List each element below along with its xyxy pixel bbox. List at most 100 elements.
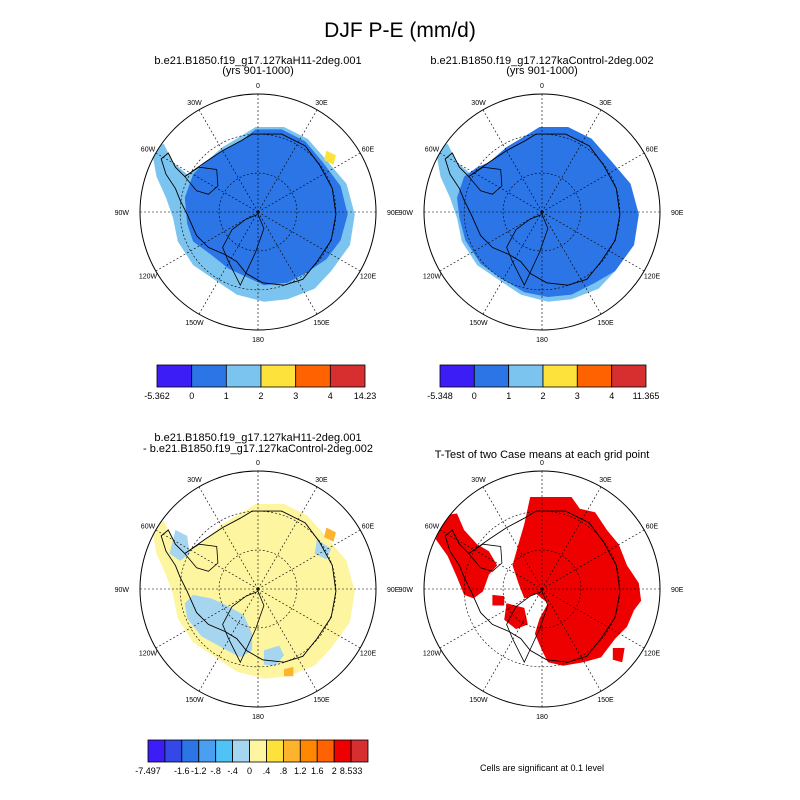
colorbar-label: 4 <box>328 391 333 401</box>
colorbar-box <box>232 739 250 763</box>
colorbar-box <box>225 364 262 388</box>
lon-label: 90W <box>115 587 130 594</box>
colorbar-box <box>295 364 331 388</box>
colorbar-label: -7.497 <box>135 766 161 776</box>
colorbar-label: 1.6 <box>311 766 324 776</box>
colorbar-label: 0 <box>247 766 252 776</box>
lon-label: 150E <box>313 320 330 327</box>
colorbar-box <box>299 739 318 763</box>
colorbar-panel-1: -5.362 0 1 2 3 4 14.23 <box>144 364 377 401</box>
panel-3-title: b.e21.B1850.f19_g17.127kaH11-2deg.001 <box>154 432 361 444</box>
field-region-2 <box>184 594 253 658</box>
lon-label: 120W <box>423 274 442 281</box>
map-panel-1: 0 30E 60E 90E 120E 150E 180 150W 120W 90W 60W 30W <box>115 83 400 344</box>
field-region-7 <box>284 666 294 677</box>
colorbar-box <box>181 739 200 763</box>
lon-label: 120E <box>360 651 377 658</box>
lon-label: 60W <box>425 524 440 531</box>
colorbar-box <box>260 364 297 388</box>
lon-label: 180 <box>536 337 548 344</box>
field-region-4 <box>492 594 505 606</box>
field-region-3 <box>504 603 528 630</box>
lon-label: 30E <box>599 477 612 484</box>
colorbar-box <box>156 364 193 388</box>
colorbar-label: -1.2 <box>191 766 207 776</box>
panel-4: T-Test of two Case means at each grid po… <box>399 449 684 773</box>
panel-2-title: b.e21.B1850.f19_g17.127kaControl-2deg.00… <box>430 55 653 67</box>
lon-label: 60E <box>646 524 659 531</box>
lon-label: 60E <box>362 147 375 154</box>
lon-label: 120W <box>139 651 158 658</box>
colorbar-label: .8 <box>280 766 288 776</box>
map-border <box>139 93 377 331</box>
panel-2-subtitle: (yrs 901-1000) <box>506 65 578 77</box>
lon-label: 90E <box>387 587 400 594</box>
lon-label: 180 <box>252 714 264 721</box>
lon-label: 150W <box>185 320 204 327</box>
colorbar-label: 14.23 <box>354 391 377 401</box>
lon-label: 120E <box>360 274 377 281</box>
lon-label: 150E <box>313 697 330 704</box>
colorbar-label: 0 <box>472 391 477 401</box>
colorbar-label: -.4 <box>227 766 238 776</box>
graticule <box>424 471 660 707</box>
colorbar-label: 3 <box>575 391 580 401</box>
lon-label: 90E <box>671 210 684 217</box>
colorbar-label: -.8 <box>210 766 221 776</box>
lon-label: 150W <box>185 697 204 704</box>
colorbar-box <box>198 739 217 763</box>
lon-label: 180 <box>536 714 548 721</box>
lon-label: 60W <box>141 147 156 154</box>
lon-label: 30W <box>187 477 202 484</box>
map-panel-2: 0 30E 60E 90E 120E 150E 180 150W 120W 90W 60W 30W <box>399 83 684 344</box>
colorbar-box <box>439 364 475 388</box>
colorbar-box <box>611 364 647 388</box>
map-border <box>423 470 661 708</box>
colorbar-box <box>249 739 267 763</box>
lon-label: 0 <box>540 460 544 467</box>
graticule <box>424 94 660 330</box>
lon-label: 30E <box>315 477 328 484</box>
lon-label: 90E <box>387 210 400 217</box>
lon-label: 30W <box>187 100 202 107</box>
map-border <box>139 470 377 708</box>
graticule <box>140 94 376 330</box>
lon-label: 90W <box>399 210 414 217</box>
field-region-1 <box>151 504 355 679</box>
lon-label: 30W <box>471 100 486 107</box>
lon-label: 150E <box>597 697 614 704</box>
panel-3: b.e21.B1850.f19_g17.127kaH11-2deg.001 - … <box>115 432 400 776</box>
lon-label: 60E <box>646 147 659 154</box>
colorbar-label: 2 <box>258 391 263 401</box>
lon-label: 30E <box>599 100 612 107</box>
lon-label: 180 <box>252 337 264 344</box>
lon-label: 150W <box>469 320 488 327</box>
colorbar-box <box>282 739 301 763</box>
lon-label: 60W <box>425 147 440 154</box>
graticule <box>140 471 376 707</box>
lon-label: 120E <box>644 651 661 658</box>
map-panel-3: 0 30E 60E 90E 120E 150E 180 150W 120W 90W 60W 30W <box>115 460 400 721</box>
lon-label: 60W <box>141 524 156 531</box>
colorbar-box <box>191 364 227 388</box>
panel-2: b.e21.B1850.f19_g17.127kaControl-2deg.00… <box>399 55 684 401</box>
colorbar-box <box>164 739 183 763</box>
panel-1-title: b.e21.B1850.f19_g17.127kaH11-2deg.001 <box>154 55 361 67</box>
field-region-3 <box>324 150 336 165</box>
field-region-2 <box>435 513 498 599</box>
colorbar-label: 2 <box>332 766 337 776</box>
lon-label: 30W <box>471 477 486 484</box>
colorbar-box <box>576 364 612 388</box>
colorbar-label: -5.348 <box>427 391 453 401</box>
colorbar-box <box>333 739 352 763</box>
colorbar-box <box>542 364 578 388</box>
colorbar-label: -5.362 <box>144 391 170 401</box>
colorbar-label: 2 <box>540 391 545 401</box>
colorbar-box <box>329 364 366 388</box>
colorbar-label: 8.533 <box>340 766 363 776</box>
colorbar-box <box>350 739 369 763</box>
lon-label: 120W <box>423 651 442 658</box>
colorbar-box <box>215 739 233 763</box>
colorbar-panel-2: -5.348 0 1 2 3 4 11.365 <box>427 364 659 401</box>
